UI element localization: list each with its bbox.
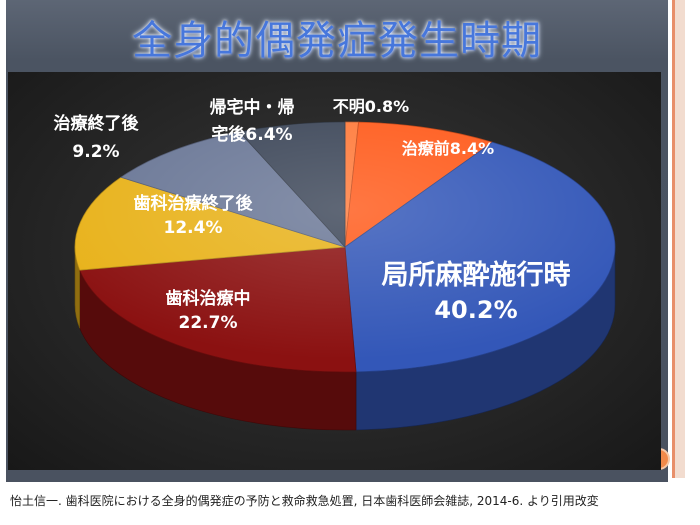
slide-edge-rail <box>672 0 685 478</box>
pie-chart: 不明0.8% 治療前8.4% 局所麻酔施行時 40.2% 歯科治療中 22.7% 歯科治療終… <box>54 97 616 431</box>
slice-label-3: 歯科治療中 22.7% <box>166 288 251 333</box>
slice-label-2-line-0: 局所麻酔施行時 <box>382 259 571 291</box>
slice-label-4-line-0: 歯科治療終了後 <box>134 193 254 214</box>
slice-label-3-line-0: 歯科治療中 <box>166 288 251 309</box>
slice-label-5-line-0: 治療終了後 <box>54 113 140 134</box>
slice-label-0-line-0: 不明0.8% <box>333 97 409 116</box>
slide-title: 全身的偶発症発生時期 <box>132 18 542 64</box>
slice-label-4-line-1: 12.4% <box>164 218 223 238</box>
source-caption: 怡土信一. 歯科医院における全身的偶発症の予防と救命救急処置, 日本歯科医師会雑… <box>10 494 599 508</box>
pie-gloss <box>75 122 615 372</box>
slice-label-6-line-0: 帰宅中・帰 <box>210 97 295 118</box>
slice-label-4: 歯科治療終了後 12.4% <box>134 193 254 238</box>
slice-label-6: 帰宅中・帰宅後6.4% <box>210 97 295 145</box>
slice-label-2-line-1: 40.2% <box>434 296 517 324</box>
slice-label-5-line-1: 9.2% <box>72 142 119 162</box>
slice-label-6-line-1: 宅後6.4% <box>211 124 292 145</box>
slice-label-1: 治療前8.4% <box>402 139 494 158</box>
slice-label-2: 局所麻酔施行時 40.2% <box>382 259 571 324</box>
chart-panel: 不明0.8% 治療前8.4% 局所麻酔施行時 40.2% 歯科治療中 22.7% 歯科治療終… <box>8 72 661 470</box>
slice-label-1-line-0: 治療前8.4% <box>402 139 494 158</box>
slice-label-0: 不明0.8% <box>333 97 409 116</box>
slice-label-5: 治療終了後 9.2% <box>54 113 140 162</box>
slice-label-3-line-1: 22.7% <box>179 313 238 333</box>
